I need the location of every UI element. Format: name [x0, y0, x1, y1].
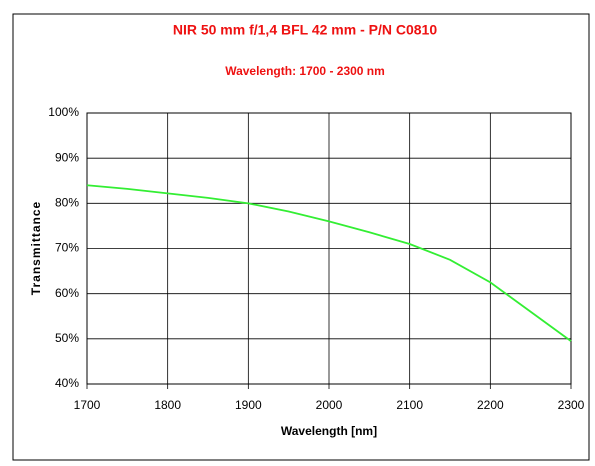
y-tick-label: 60% — [55, 286, 79, 300]
x-tick-label: 1900 — [235, 398, 262, 412]
chart-title: NIR 50 mm f/1,4 BFL 42 mm - P/N C0810 — [173, 22, 437, 38]
y-tick-label: 40% — [55, 376, 79, 390]
plot-area — [86, 112, 572, 385]
y-tick-label: 100% — [48, 105, 79, 119]
x-axis-label: Wavelength [nm] — [281, 424, 377, 438]
x-tick-label: 2100 — [396, 398, 423, 412]
x-tick-label: 2200 — [477, 398, 504, 412]
x-tick-label: 1800 — [154, 398, 181, 412]
data-line — [86, 184, 572, 342]
chart-frame — [12, 13, 590, 461]
x-tick-label: 2300 — [558, 398, 585, 412]
y-tick-label: 50% — [55, 331, 79, 345]
x-tick-label: 1700 — [74, 398, 101, 412]
x-tick-label: 2000 — [316, 398, 343, 412]
chart-subtitle: Wavelength: 1700 - 2300 nm — [225, 64, 385, 78]
y-tick-label: 90% — [55, 150, 79, 164]
y-tick-label: 80% — [55, 196, 79, 210]
y-tick-label: 70% — [55, 241, 79, 255]
y-axis-label: Transmittance — [29, 201, 43, 295]
